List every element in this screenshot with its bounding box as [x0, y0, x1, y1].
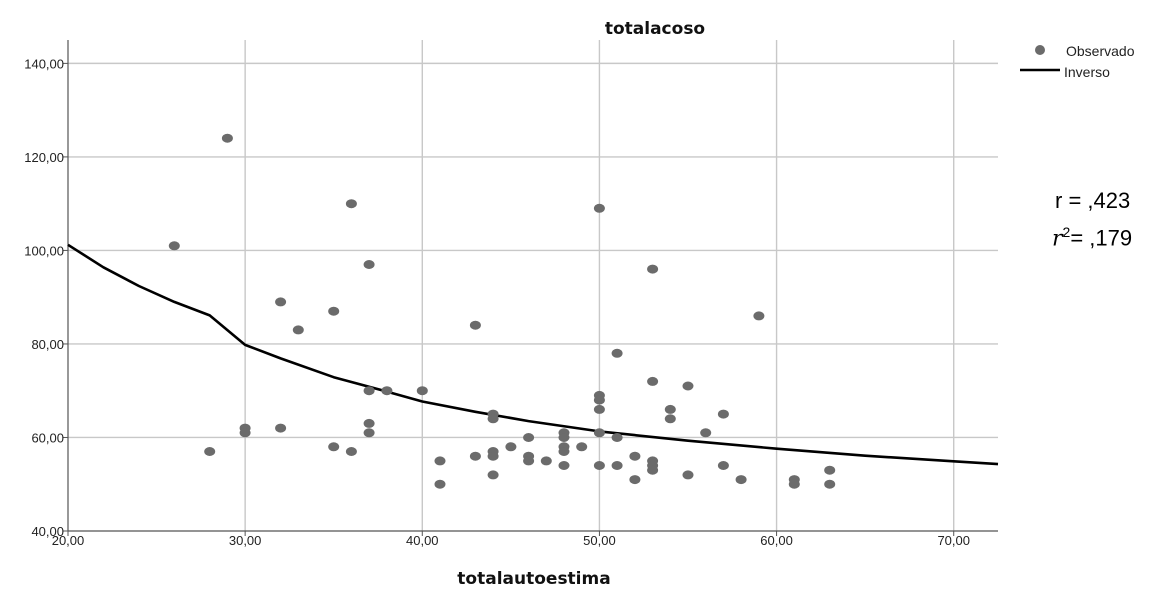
data-point: [735, 475, 747, 485]
data-points: [168, 133, 836, 489]
data-point: [682, 381, 694, 391]
data-point: [204, 447, 216, 456]
data-point: [824, 479, 836, 489]
series-line-inverso: [67, 243, 999, 466]
y-tick-label: 140,00: [24, 56, 64, 71]
y-tick-label: 60,00: [31, 430, 64, 445]
x-tick-label: 20,00: [52, 533, 85, 548]
data-point: [558, 447, 570, 456]
data-point: [593, 461, 605, 470]
data-point: [664, 414, 676, 424]
data-point: [416, 386, 428, 396]
tick-labels: 40,00 60,00 80,00 100,00 120,00 140,00 20,00 30…: [24, 56, 970, 548]
r-value: r = ,423: [1055, 188, 1131, 213]
axes: [63, 40, 998, 536]
y-tick-label: 120,00: [24, 150, 64, 165]
data-point: [558, 433, 570, 442]
data-point: [328, 442, 340, 452]
data-point: [434, 456, 446, 466]
data-point: [469, 451, 481, 461]
fit-curve-layer: [67, 243, 999, 466]
y-tick-label: 40,00: [31, 524, 64, 539]
data-point: [629, 451, 641, 461]
data-point: [558, 461, 570, 470]
data-point: [363, 428, 375, 438]
legend-label-observado: Observado: [1066, 43, 1135, 59]
data-point: [647, 264, 659, 274]
y-tick-label: 80,00: [31, 337, 64, 352]
data-point: [593, 404, 605, 414]
data-point: [523, 433, 535, 442]
data-point: [239, 428, 251, 438]
data-point: [611, 348, 623, 358]
data-point: [505, 442, 517, 452]
data-point: [363, 386, 375, 396]
r-squared-symbol: r: [1052, 226, 1063, 252]
data-point: [469, 320, 481, 330]
legend: Observado Inverso: [1020, 43, 1135, 80]
data-point: [717, 409, 729, 419]
data-point: [700, 428, 712, 438]
legend-label-inverso: Inverso: [1064, 64, 1110, 80]
data-point: [487, 470, 499, 480]
data-point: [363, 418, 375, 428]
data-point: [593, 203, 605, 213]
data-point: [664, 404, 676, 414]
data-point: [593, 395, 605, 405]
data-point: [292, 325, 304, 335]
data-point: [487, 414, 499, 424]
x-axis-title: totalautoestima: [457, 569, 610, 589]
data-point: [682, 470, 694, 480]
x-tick-label: 30,00: [229, 533, 262, 548]
data-point: [221, 133, 233, 143]
y-tick-label: 100,00: [24, 243, 64, 258]
data-point: [753, 311, 765, 321]
data-point: [593, 428, 605, 438]
x-tick-label: 70,00: [937, 533, 970, 548]
data-point: [611, 433, 623, 442]
x-tick-label: 50,00: [583, 533, 616, 548]
data-point: [611, 461, 623, 470]
x-tick-label: 60,00: [760, 533, 793, 548]
data-point: [275, 423, 287, 433]
data-point: [275, 297, 287, 307]
r-squared-value: = ,179: [1070, 225, 1133, 251]
data-point: [647, 465, 659, 475]
data-point: [487, 451, 499, 461]
r-annotation: r = ,423: [1055, 188, 1130, 214]
data-point: [363, 260, 375, 269]
x-tick-label: 40,00: [406, 533, 439, 548]
data-point: [824, 465, 836, 475]
data-point: [523, 456, 535, 466]
data-point: [576, 442, 588, 452]
data-point: [345, 199, 357, 209]
data-point: [540, 456, 552, 466]
data-point: [328, 306, 340, 316]
data-point: [629, 475, 641, 485]
data-point: [647, 376, 659, 386]
r-squared-annotation: r2= ,179: [1052, 224, 1133, 252]
data-point: [717, 461, 729, 470]
data-point: [434, 479, 446, 489]
data-point: [788, 479, 800, 489]
legend-marker-observado: [1035, 45, 1045, 55]
data-point: [168, 241, 180, 251]
data-point: [345, 447, 357, 456]
chart-title: totalacoso: [605, 19, 705, 39]
data-point: [381, 386, 393, 396]
